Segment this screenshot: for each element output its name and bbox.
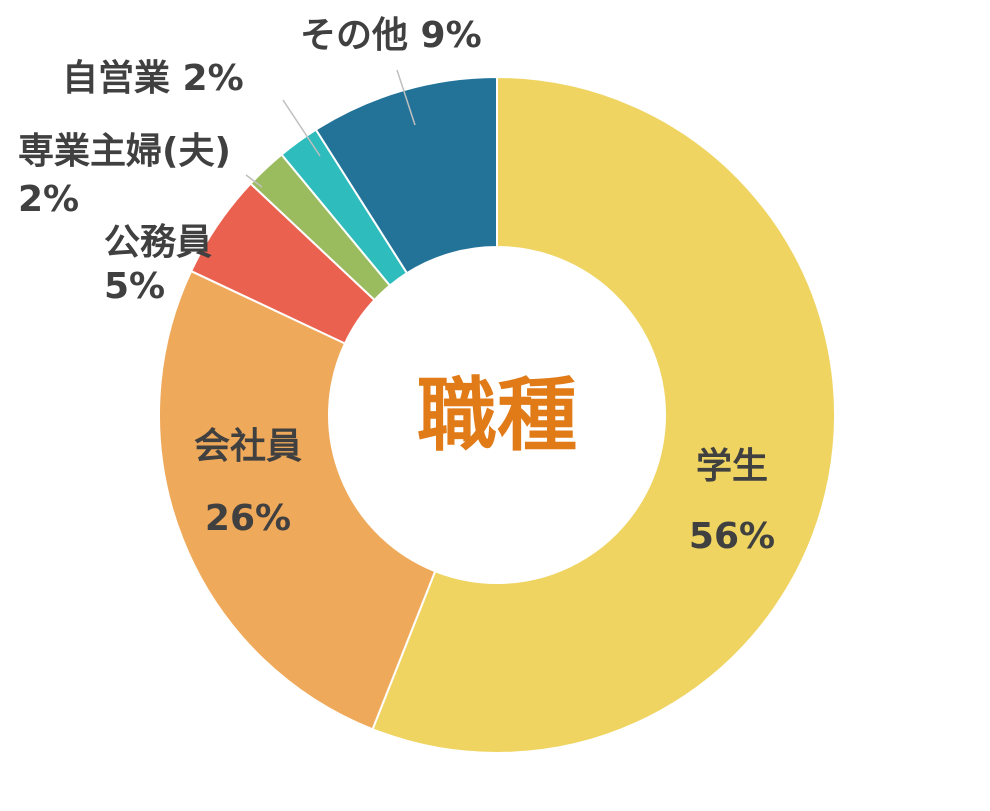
slice-value-1: 56% bbox=[689, 516, 775, 557]
slices-group bbox=[158, 75, 836, 754]
slice-name-5: 自営業 bbox=[62, 58, 170, 99]
slice-name-6: その他 bbox=[300, 15, 408, 56]
chart-title: 職種 bbox=[417, 369, 577, 462]
slice-name-1: 学生 bbox=[696, 445, 768, 487]
slice-2 bbox=[158, 269, 437, 731]
slice-value-2: 26% bbox=[205, 498, 291, 539]
slice-value-4: 2% bbox=[18, 179, 79, 220]
leader-lines-group bbox=[245, 69, 416, 188]
slice-name-3: 公務員 bbox=[104, 222, 212, 263]
slice-1 bbox=[371, 75, 836, 754]
slice-value-6: 9% bbox=[408, 15, 482, 56]
slice-label-6: その他 9% bbox=[300, 15, 482, 56]
slice-name-4: 専業主婦(夫) bbox=[18, 131, 231, 172]
slice-6 bbox=[314, 75, 498, 275]
leader-line-4 bbox=[245, 174, 263, 188]
slice-name-2: 会社員 bbox=[194, 426, 302, 467]
leader-line-5 bbox=[282, 99, 321, 157]
leader-line-6 bbox=[396, 69, 416, 126]
slice-label-5: 自営業 2% bbox=[62, 58, 244, 99]
slice-value-3: 5% bbox=[104, 266, 165, 307]
slice-value-5: 2% bbox=[170, 58, 244, 99]
